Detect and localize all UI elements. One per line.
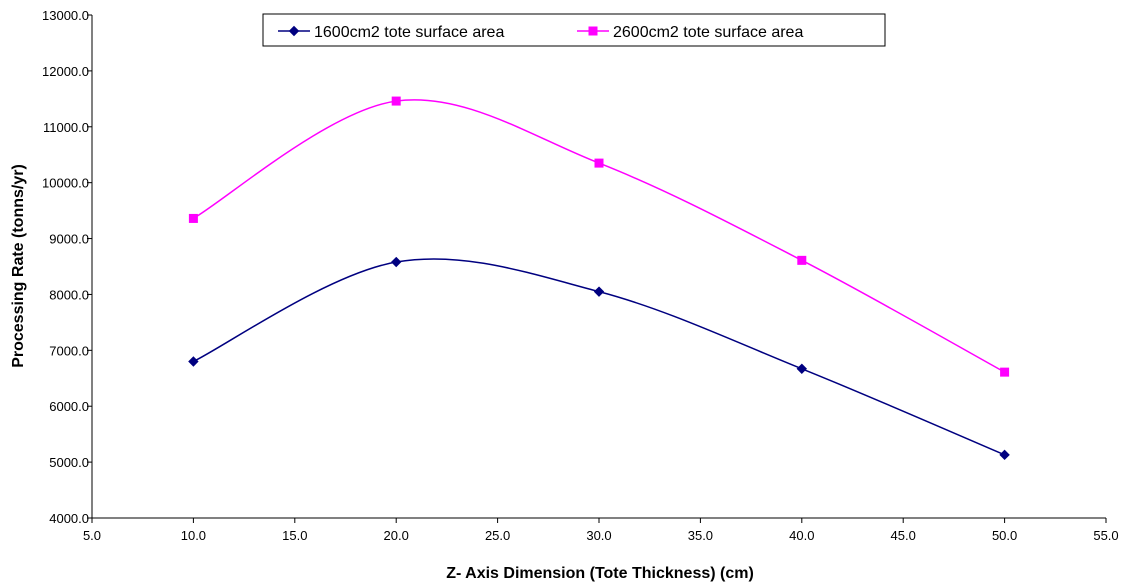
series-2-line (193, 99, 1005, 373)
x-tick-label: 55.0 (1093, 528, 1118, 543)
series-2-point (594, 158, 604, 168)
y-tick-label: 12000.0 (42, 64, 89, 79)
x-tick-label: 50.0 (992, 528, 1017, 543)
series-1-point (796, 363, 808, 374)
series-1-point (593, 286, 605, 297)
series-2-point (1000, 367, 1010, 377)
x-tick-label: 15.0 (282, 528, 307, 543)
x-tick-label: 45.0 (891, 528, 916, 543)
legend: 1600cm2 tote surface area 2600cm2 tote su… (262, 13, 886, 47)
x-axis-title: Z- Axis Dimension (Tote Thickness) (cm) (446, 565, 754, 582)
x-axis-ticks: 5.0 10.0 15.0 20.0 25.0 30.0 35.0 40.0 45.0 50.0 5… (83, 518, 1119, 543)
legend-item-1: 1600cm2 tote surface area (278, 24, 504, 41)
series-1-point (188, 356, 199, 367)
series-2-point (797, 255, 807, 265)
y-tick-label: 5000.0 (49, 455, 89, 470)
series-layer (188, 96, 1010, 461)
legend-label: 2600cm2 tote surface area (613, 24, 803, 41)
y-tick-label: 11000.0 (43, 120, 89, 135)
y-tick-label: 7000.0 (49, 343, 89, 358)
y-axis-title: Processing Rate (tonns/yr) (10, 164, 27, 368)
y-tick-label: 13000.0 (42, 8, 89, 23)
legend-label: 1600cm2 tote surface area (314, 24, 504, 41)
x-tick-label: 35.0 (688, 528, 713, 543)
y-tick-label: 6000.0 (49, 399, 89, 414)
legend-swatch-marker (588, 26, 598, 36)
legend-item-2: 2600cm2 tote surface area (577, 24, 803, 41)
x-tick-label: 25.0 (485, 528, 510, 543)
x-tick-label: 20.0 (384, 528, 409, 543)
series-2-point (188, 213, 198, 223)
x-tick-label: 5.0 (83, 528, 101, 543)
y-tick-label: 8000.0 (49, 287, 89, 302)
y-tick-label: 10000.0 (42, 176, 89, 191)
x-tick-label: 10.0 (181, 528, 206, 543)
series-1-point (390, 256, 402, 268)
legend-swatch-marker (288, 25, 300, 37)
y-tick-label: 9000.0 (49, 232, 89, 247)
chart-axes (91, 15, 1106, 519)
legend-box (262, 13, 886, 47)
series-2-point (391, 96, 401, 106)
y-tick-label: 4000.0 (49, 511, 89, 526)
y-axis-ticks: 4000.0 5000.0 6000.0 7000.0 8000.0 9000.0 1000… (42, 8, 92, 526)
x-tick-label: 40.0 (789, 528, 814, 543)
series-1-point (999, 449, 1010, 461)
series-1 (188, 256, 1010, 461)
series-2 (188, 96, 1010, 377)
x-tick-label: 30.0 (586, 528, 611, 543)
